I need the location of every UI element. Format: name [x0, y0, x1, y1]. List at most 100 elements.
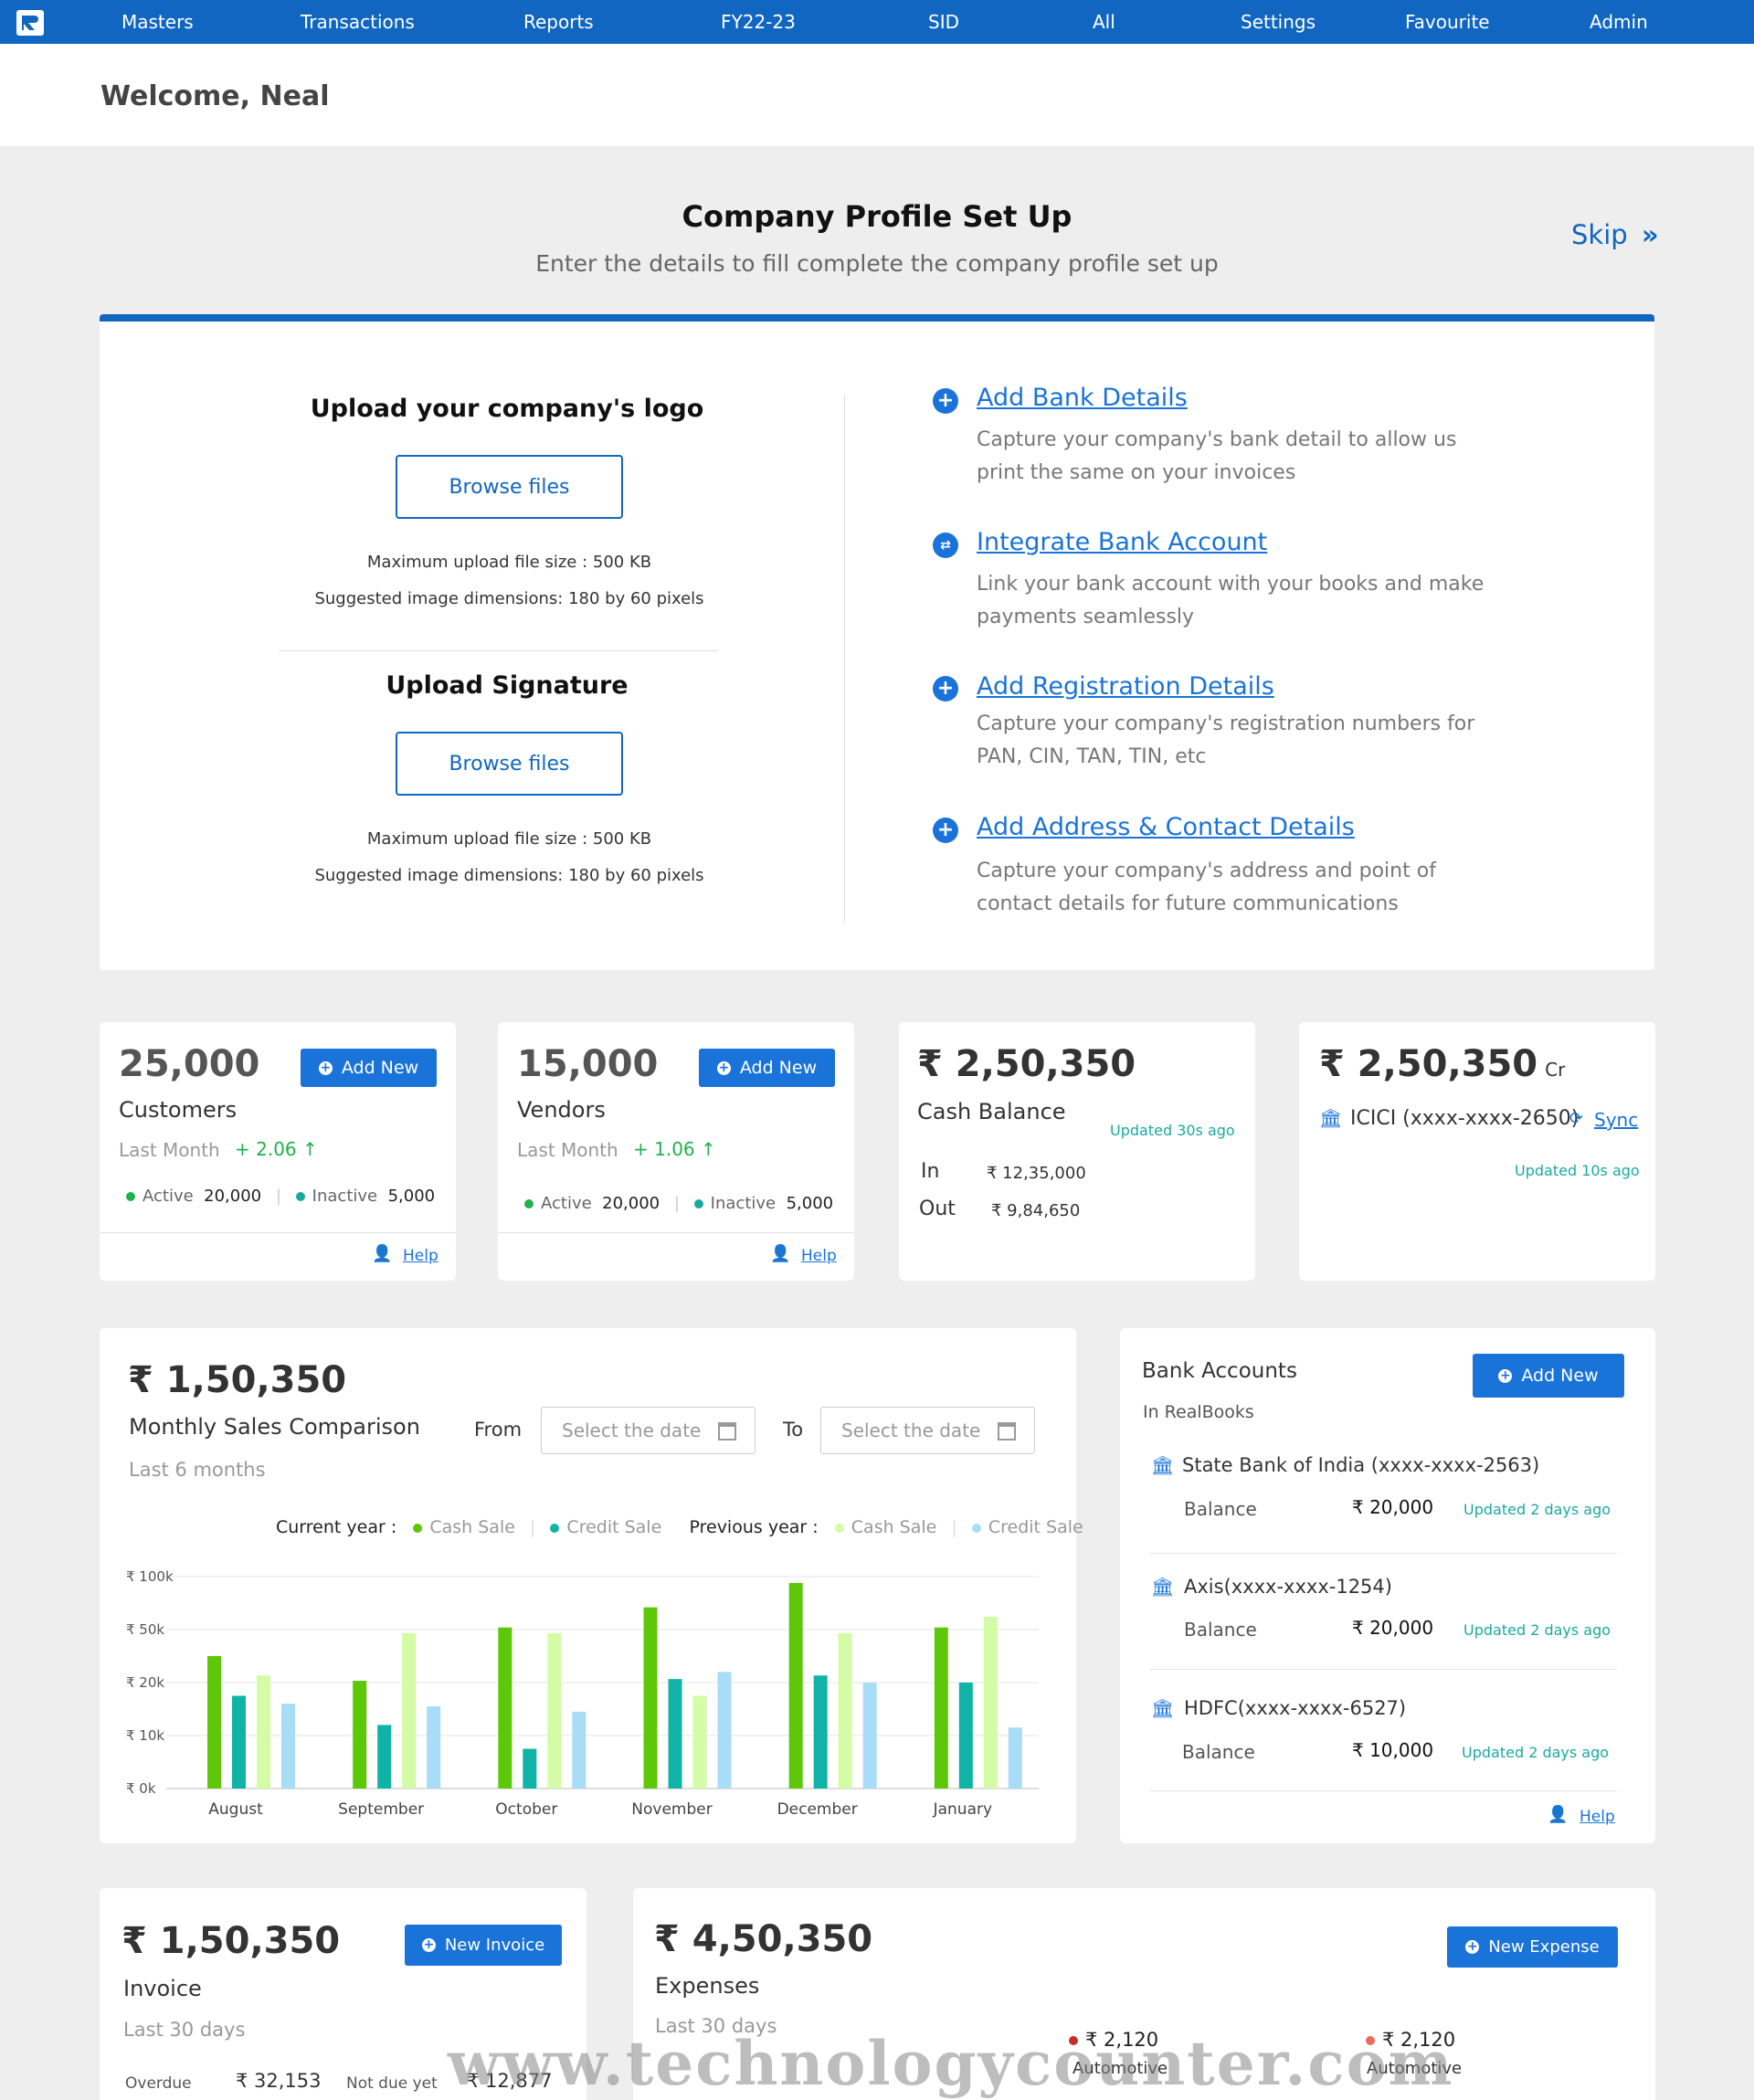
cash-in-value: ₹ 12,35,000: [987, 1164, 1086, 1183]
bank-account-divider: [1149, 1553, 1617, 1554]
bank-account-balance: ₹ 10,000: [1352, 1739, 1434, 1761]
add-address-contact-link[interactable]: Add Address & Contact Details: [977, 813, 1355, 841]
integrate-bank-account-desc: Link your bank account with your books a…: [977, 573, 1485, 628]
setup-vertical-divider: [844, 395, 845, 923]
bank-building-icon: 🏛: [1151, 1697, 1175, 1719]
legend-current-credit: Credit Sale: [566, 1517, 662, 1537]
nav-transactions[interactable]: Transactions: [301, 11, 415, 33]
expenses-card: [633, 1888, 1655, 2100]
bank-account-name[interactable]: State Bank of India (xxxx-xxxx-2563): [1182, 1454, 1540, 1476]
to-date-input[interactable]: Select the date: [820, 1407, 1035, 1454]
expense-item: ₹ 2,120: [1069, 2029, 1158, 2051]
chart-bar: [207, 1656, 221, 1789]
legend-previous-cash: Cash Sale: [851, 1517, 937, 1537]
customers-change-value: + 2.06: [235, 1138, 297, 1160]
vendors-change: + 1.06 ↑: [633, 1138, 716, 1160]
customers-status: Active 20,000 | Inactive 5,000: [126, 1187, 435, 1206]
nav-financial-year[interactable]: FY22-23: [721, 11, 796, 33]
to-date-placeholder: Select the date: [841, 1419, 981, 1441]
bank-accounts-help-link[interactable]: Help: [1580, 1808, 1615, 1826]
plus-circle-icon[interactable]: +: [933, 676, 958, 702]
app-logo-icon[interactable]: [16, 10, 44, 36]
overdue-value: ₹ 32,153: [236, 2070, 322, 2092]
skip-label: Skip: [1571, 219, 1628, 250]
plus-icon: +: [318, 1060, 333, 1075]
add-bank-details-link[interactable]: Add Bank Details: [977, 384, 1188, 412]
chart-bar: [402, 1632, 417, 1789]
new-invoice-button[interactable]: + New Invoice: [405, 1925, 562, 1966]
logo-dimensions: Suggested image dimensions: 180 by 60 pi…: [314, 589, 704, 608]
bank-account-updated: Updated 2 days ago: [1463, 1501, 1611, 1518]
plus-circle-icon[interactable]: +: [933, 818, 958, 843]
chart-bar: [1008, 1727, 1022, 1789]
add-vendor-button[interactable]: + Add New: [699, 1049, 835, 1087]
bank-account-name[interactable]: Axis(xxxx-xxxx-1254): [1184, 1576, 1392, 1598]
new-expense-button[interactable]: + New Expense: [1447, 1926, 1618, 1968]
inactive-dot-icon: [295, 1192, 305, 1201]
chart-bar: [523, 1748, 537, 1789]
x-tick-label: January: [933, 1800, 992, 1819]
expense-name: Automotive: [1367, 2059, 1463, 2078]
bank-integration-icon[interactable]: ⇄: [933, 533, 958, 558]
nav-sid[interactable]: SID: [928, 11, 959, 33]
upload-signature-title: Upload Signature: [386, 671, 629, 700]
vendors-last-month-label: Last Month: [517, 1139, 618, 1161]
customers-inactive-value: 5,000: [387, 1187, 436, 1206]
bank-account-name[interactable]: HDFC(xxxx-xxxx-6527): [1184, 1697, 1407, 1719]
bank-account-divider: [1149, 1669, 1617, 1670]
bank-accounts-subtitle: In RealBooks: [1143, 1402, 1254, 1422]
sync-link[interactable]: Sync: [1594, 1109, 1639, 1131]
bank-account-balance-label: Balance: [1184, 1619, 1257, 1641]
vendors-help-link[interactable]: Help: [801, 1247, 837, 1265]
bank-balance-updated: Updated 10s ago: [1515, 1162, 1640, 1179]
calendar-icon[interactable]: [998, 1422, 1016, 1440]
nav-masters[interactable]: Masters: [122, 11, 194, 33]
chart-bar: [788, 1582, 803, 1789]
browse-signature-button[interactable]: Browse files: [396, 732, 623, 796]
customers-footer-divider: [100, 1232, 456, 1233]
chart-bar: [572, 1711, 586, 1789]
bank-balance-suffix: Cr: [1545, 1059, 1566, 1081]
x-tick-label: December: [777, 1800, 858, 1819]
plus-circle-icon[interactable]: +: [933, 388, 958, 414]
sync-icon[interactable]: ⟳: [1569, 1109, 1584, 1128]
new-expense-label: New Expense: [1488, 1937, 1600, 1957]
legend-current-cash: Cash Sale: [429, 1517, 515, 1537]
integrate-bank-account-link[interactable]: Integrate Bank Account: [977, 528, 1268, 556]
welcome-text: Welcome, Neal: [100, 80, 330, 112]
add-bank-details-desc: Capture your company's bank detail to al…: [977, 428, 1457, 484]
add-customer-button[interactable]: + Add New: [301, 1049, 437, 1087]
vendors-active-label: Active: [541, 1194, 592, 1213]
nav-all[interactable]: All: [1093, 11, 1115, 33]
x-tick-label: August: [208, 1800, 263, 1819]
customers-active-value: 20,000: [204, 1187, 262, 1206]
from-date-input[interactable]: Select the date: [541, 1407, 755, 1454]
add-bank-account-button[interactable]: + Add New: [1473, 1354, 1624, 1398]
add-registration-details-link[interactable]: Add Registration Details: [977, 672, 1274, 701]
active-dot-icon: [524, 1199, 534, 1208]
nav-favourite[interactable]: Favourite: [1405, 11, 1490, 33]
cash-balance-amount: ₹ 2,50,350: [917, 1043, 1136, 1085]
chart-legend: Current year : Cash Sale | Credit Sale P…: [276, 1517, 1083, 1537]
arrow-up-icon: ↑: [701, 1138, 716, 1160]
nav-admin[interactable]: Admin: [1590, 11, 1648, 33]
invoice-label: Invoice: [123, 1976, 202, 2001]
from-date-placeholder: Select the date: [562, 1419, 702, 1441]
add-bank-account-label: Add New: [1521, 1366, 1599, 1386]
bank-balance-card: [1299, 1022, 1655, 1281]
skip-link[interactable]: Skip »: [1571, 219, 1659, 250]
cash-balance-card: [899, 1022, 1255, 1281]
nav-reports[interactable]: Reports: [523, 11, 594, 33]
nav-settings[interactable]: Settings: [1241, 11, 1316, 33]
bank-account-divider: [1149, 1790, 1617, 1791]
chart-bar: [377, 1725, 392, 1789]
y-tick-label: ₹ 50k: [126, 1621, 164, 1638]
browse-logo-button[interactable]: Browse files: [396, 455, 623, 519]
calendar-icon[interactable]: [718, 1422, 736, 1440]
vendors-active-value: 20,000: [602, 1194, 660, 1213]
expense-name: Automotive: [1072, 2059, 1168, 2078]
chart-bar: [668, 1679, 682, 1789]
customers-help-link[interactable]: Help: [403, 1247, 438, 1265]
bank-account-balance-label: Balance: [1184, 1498, 1257, 1520]
bank-accounts-title: Bank Accounts: [1142, 1359, 1297, 1383]
